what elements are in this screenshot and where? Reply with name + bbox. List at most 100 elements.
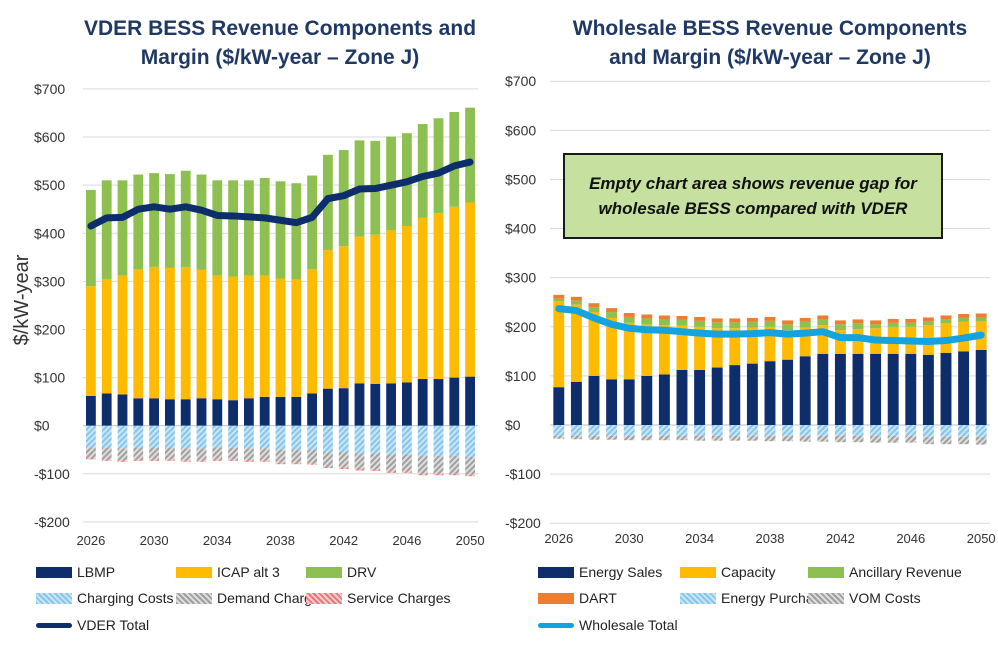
left-bar-drv [275, 181, 286, 279]
left-bar-charging-costs [133, 425, 144, 448]
left-bar-service-charges [180, 460, 191, 462]
left-bar-service-charges [86, 457, 96, 460]
left-bar-drv [291, 183, 302, 280]
right-bar-ancillary-revenue [834, 324, 846, 331]
right-bar-energy-purchases [658, 425, 670, 436]
right-bar-ancillary-revenue [817, 319, 829, 326]
left-bar-icap-alt-3 [275, 278, 286, 397]
left-bar-lbmp [354, 383, 365, 426]
right-y-tick-label: $0 [505, 417, 521, 433]
left-bar-icap-alt-3 [180, 266, 191, 400]
left-bar-service-charges [212, 459, 223, 461]
right-bar-energy-sales [958, 351, 970, 425]
right-bar-energy-purchases [623, 425, 635, 436]
legend-label-energy-purchases: Energy Purchases [721, 590, 836, 606]
right-bar-energy-purchases [940, 425, 952, 437]
right-bar-capacity [729, 328, 741, 366]
right-bar-energy-purchases [606, 425, 618, 436]
right-bar-capacity [711, 328, 723, 368]
legend-item-capacity: Capacity [680, 564, 775, 580]
left-bar-drv [433, 118, 444, 214]
legend-label-charging-costs: Charging Costs [77, 590, 174, 606]
left-bar-service-charges [433, 473, 444, 476]
left-y-tick-label: -$200 [34, 514, 70, 530]
left-line-vder-total [87, 158, 474, 230]
right-bar-vom-costs [905, 435, 917, 443]
left-bar-charging-costs [117, 425, 128, 449]
left-bar-demand-charges [180, 448, 191, 461]
right-bar-ancillary-revenue [658, 319, 670, 326]
left-bar-charging-costs [465, 425, 475, 457]
left-bar-charging-costs [354, 425, 365, 454]
right-bar-dart [623, 313, 635, 317]
left-bar-demand-charges [370, 453, 381, 470]
right-bar-dart [729, 318, 741, 323]
legend-item-energy-sales: Energy Sales [538, 564, 662, 580]
right-bar-energy-purchases [975, 425, 987, 437]
right-bar-energy-sales [553, 387, 565, 425]
right-chart-title: Wholesale BESS Revenue Components and Ma… [540, 14, 998, 72]
left-bar-charging-costs [307, 425, 317, 450]
right-bar-vom-costs [870, 435, 882, 443]
right-bar-ancillary-revenue [711, 322, 723, 329]
left-bar-demand-charges [196, 448, 207, 461]
left-x-tick-label: 2034 [203, 533, 232, 548]
left-bar-service-charges [196, 460, 207, 462]
left-bar-drv [86, 189, 96, 287]
legend-item-ancillary-revenue: Ancillary Revenue [808, 564, 962, 580]
left-bar-icap-alt-3 [133, 269, 144, 399]
right-bar-energy-sales [799, 356, 811, 425]
right-x-tick-label: 2042 [826, 531, 855, 546]
left-bar-demand-charges [338, 452, 349, 468]
left-title-line-2: Margin ($/kW-year – Zone J) [140, 46, 420, 69]
left-bar-demand-charges [133, 447, 144, 460]
left-bar-charging-costs [86, 425, 96, 448]
legend-item-lbmp: LBMP [36, 564, 115, 580]
left-bar-service-charges [417, 473, 428, 476]
right-bar-ancillary-revenue [553, 298, 565, 302]
left-bar-charging-costs [338, 425, 349, 453]
right-bar-vom-costs [834, 435, 846, 443]
right-bar-capacity [641, 324, 653, 376]
right-bar-dart [922, 317, 934, 322]
left-bar-drv [165, 174, 175, 268]
left-bar-service-charges [402, 471, 412, 473]
left-y-tick-label: $500 [34, 177, 65, 193]
legend-swatch-vder-total [36, 622, 72, 628]
left-y-axis-label: $/kW-year [11, 254, 33, 345]
left-bar-lbmp [212, 399, 223, 426]
right-bar-vom-costs [606, 435, 618, 440]
legend-label-capacity: Capacity [721, 564, 776, 580]
right-bar-energy-purchases [905, 425, 917, 436]
right-bar-ancillary-revenue [729, 322, 741, 329]
left-x-tick-label: 2026 [76, 533, 105, 548]
left-bar-service-charges [465, 474, 475, 477]
left-bar-drv [101, 180, 112, 279]
right-bar-ancillary-revenue [922, 321, 934, 326]
left-x-tick-label: 2030 [140, 533, 169, 548]
left-bar-demand-charges [417, 456, 428, 474]
legend-item-vom-costs: VOM Costs [808, 590, 921, 606]
right-bar-dart [606, 308, 618, 313]
right-bar-energy-sales [817, 353, 829, 425]
right-y-tick-label: $700 [505, 73, 536, 89]
right-bar-dart [694, 316, 706, 321]
right-bar-dart [905, 318, 917, 323]
left-bar-drv [180, 170, 191, 267]
legend-swatch-service-charges [306, 592, 342, 604]
left-bar-service-charges [275, 462, 286, 465]
right-bar-energy-sales [623, 379, 635, 425]
right-bar-vom-costs [958, 436, 970, 445]
right-bar-energy-sales [782, 359, 794, 425]
left-x-tick-label: 2050 [456, 533, 485, 548]
legend-label-ancillary-revenue: Ancillary Revenue [849, 564, 962, 580]
left-bar-lbmp [386, 383, 396, 426]
right-bar-vom-costs [676, 435, 688, 441]
right-bar-capacity [588, 312, 600, 376]
left-x-tick-label: 2046 [392, 533, 421, 548]
right-bar-energy-purchases [817, 425, 829, 436]
right-bar-vom-costs [553, 435, 565, 439]
left-bar-charging-costs [180, 425, 191, 449]
right-bar-energy-purchases [870, 425, 882, 436]
